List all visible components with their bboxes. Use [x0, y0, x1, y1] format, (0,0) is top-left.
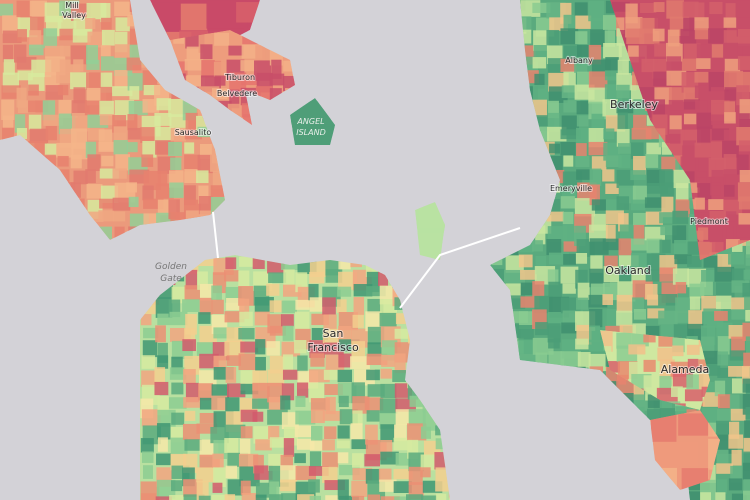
place-label: Alameda — [661, 363, 710, 376]
bridges — [212, 211, 521, 309]
labels: Mill Valley Tiburon Belvedere ANGEL ISLA… — [61, 0, 729, 377]
place-label: ANGEL — [296, 117, 324, 126]
place-label: Tiburon — [224, 73, 255, 82]
place-label: Golden — [155, 262, 187, 272]
place-label: Oakland — [605, 264, 651, 277]
place-label: Sausalito — [175, 128, 212, 137]
place-label: Piedmont — [690, 217, 728, 226]
place-label: San — [323, 327, 344, 340]
bay-bridge — [399, 227, 521, 309]
golden-gate-bridge — [212, 211, 219, 259]
place-label: Mill — [65, 1, 79, 10]
place-label: Emeryville — [550, 184, 592, 193]
place-label: Albany — [565, 56, 593, 65]
place-label: Belvedere — [217, 89, 257, 98]
place-label: Gate — [160, 274, 182, 284]
place-label: ISLAND — [296, 128, 326, 137]
place-label: Valley — [62, 11, 86, 20]
place-label: Berkeley — [610, 98, 658, 111]
region — [650, 410, 720, 490]
place-label: Francisco — [307, 341, 359, 354]
